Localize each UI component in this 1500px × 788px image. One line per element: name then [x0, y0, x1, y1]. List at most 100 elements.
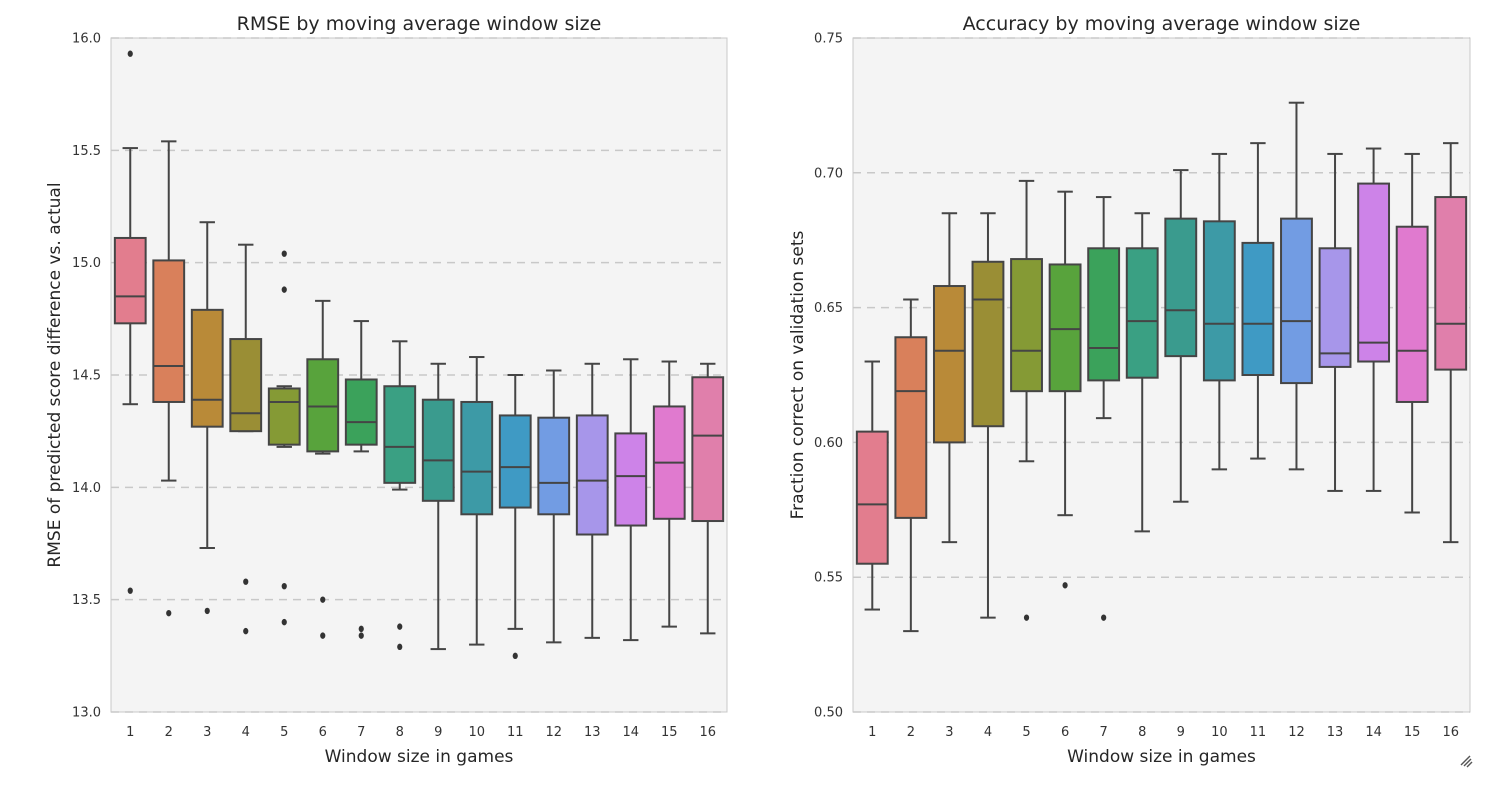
box-body: [932, 285, 966, 444]
box-16: [1434, 142, 1468, 544]
x-tick-label: 1: [868, 725, 876, 740]
x-tick-label: 11: [507, 725, 524, 740]
accuracy-chart: 0.500.550.600.650.700.751 2 3 4 5 6 7 8 9 10 11 12 1…: [788, 13, 1471, 767]
box-body: [855, 430, 889, 565]
y-axis-label: Fraction correct on validation sets: [788, 231, 808, 520]
box-body: [1357, 182, 1391, 363]
box-body: [383, 385, 417, 484]
x-tick-label: 16: [1442, 725, 1459, 740]
x-tick-label: 9: [1177, 725, 1185, 740]
y-tick-label: 0.75: [814, 32, 843, 47]
box-2: [894, 298, 928, 633]
x-tick-label: 15: [661, 725, 678, 740]
box-7: [344, 320, 378, 639]
y-tick-label: 14.5: [72, 369, 101, 384]
box-9: [421, 362, 455, 651]
outlier-point: [512, 652, 518, 660]
x-tick-label: 10: [468, 725, 485, 740]
box-15: [652, 360, 686, 628]
box-body: [344, 378, 378, 446]
box-body: [1318, 247, 1352, 368]
x-tick-label: 6: [319, 725, 327, 740]
box-body: [152, 259, 186, 403]
x-tick-label: 8: [396, 725, 404, 740]
x-tick-label: 6: [1061, 725, 1069, 740]
box-body: [1125, 247, 1159, 379]
x-tick-label: 4: [984, 725, 992, 740]
x-tick-label: 13: [584, 725, 601, 740]
rmse-chart: 13.013.514.014.515.015.516.01 2 3 4 5 6 7 8 9 10 1…: [45, 13, 728, 767]
x-tick-label: 7: [1100, 725, 1108, 740]
x-tick-label: 13: [1327, 725, 1344, 740]
box-3: [190, 221, 224, 615]
outlier-point: [204, 607, 210, 615]
box-4: [971, 212, 1005, 619]
box-body: [1164, 217, 1198, 358]
outlier-point: [281, 286, 287, 293]
box-16: [691, 362, 725, 635]
chart-title: Accuracy by moving average window size: [963, 13, 1361, 35]
box-body: [1202, 220, 1236, 382]
x-tick-label: 16: [699, 725, 716, 740]
box-4: [229, 243, 263, 635]
box-body: [971, 260, 1005, 428]
box-14: [614, 358, 648, 642]
x-tick-label: 1: [126, 725, 134, 740]
box-5: [267, 250, 301, 626]
x-tick-label: 10: [1211, 725, 1228, 740]
box-body: [1434, 196, 1468, 371]
box-12: [1280, 101, 1313, 471]
box-8: [383, 340, 417, 651]
box-13: [1318, 152, 1352, 492]
box-13: [575, 362, 609, 639]
x-tick-label: 12: [545, 725, 562, 740]
x-tick-label: 11: [1250, 725, 1267, 740]
y-axis-label: RMSE of predicted score difference vs. a…: [45, 182, 65, 567]
x-axis-label: Window size in games: [1067, 747, 1256, 767]
y-tick-label: 13.0: [72, 706, 101, 721]
x-tick-label: 3: [203, 725, 211, 740]
box-body: [1241, 241, 1275, 376]
outlier-point: [358, 632, 364, 639]
outlier-point: [358, 625, 364, 633]
box-11: [1241, 142, 1275, 460]
outlier-point: [166, 609, 172, 617]
resize-handle-icon[interactable]: [1460, 755, 1473, 768]
y-tick-label: 15.5: [72, 144, 101, 159]
x-axis-label: Window size in games: [325, 747, 514, 767]
y-tick-label: 14.0: [72, 481, 101, 496]
box-body: [498, 414, 532, 509]
box-body: [537, 416, 571, 516]
y-tick-label: 0.60: [814, 436, 843, 451]
x-tick-label: 2: [165, 725, 173, 740]
y-tick-label: 0.50: [814, 706, 843, 721]
x-tick-label: 3: [945, 725, 953, 740]
outlier-point: [281, 618, 287, 626]
outlier-point: [127, 587, 133, 594]
y-tick-label: 0.65: [814, 301, 843, 316]
outlier-point: [281, 250, 287, 257]
box-body: [691, 376, 725, 523]
y-tick-label: 16.0: [72, 32, 101, 47]
outlier-point: [281, 582, 287, 590]
box-body: [306, 358, 340, 453]
box-11: [498, 374, 532, 660]
box-7: [1087, 196, 1121, 621]
box-body: [113, 236, 147, 325]
box-15: [1395, 152, 1429, 514]
x-tick-label: 5: [1022, 725, 1030, 740]
box-5: [1010, 179, 1043, 621]
x-tick-label: 8: [1138, 725, 1146, 740]
box-6: [306, 299, 340, 639]
box-body: [614, 432, 648, 527]
x-tick-label: 15: [1404, 725, 1421, 740]
outlier-point: [397, 643, 403, 651]
box-body: [190, 308, 224, 428]
outlier-point: [1062, 582, 1068, 589]
box-10: [460, 356, 494, 646]
box-body: [1280, 217, 1313, 385]
box-14: [1357, 147, 1391, 492]
box-2: [152, 140, 186, 617]
box-body: [460, 400, 494, 516]
